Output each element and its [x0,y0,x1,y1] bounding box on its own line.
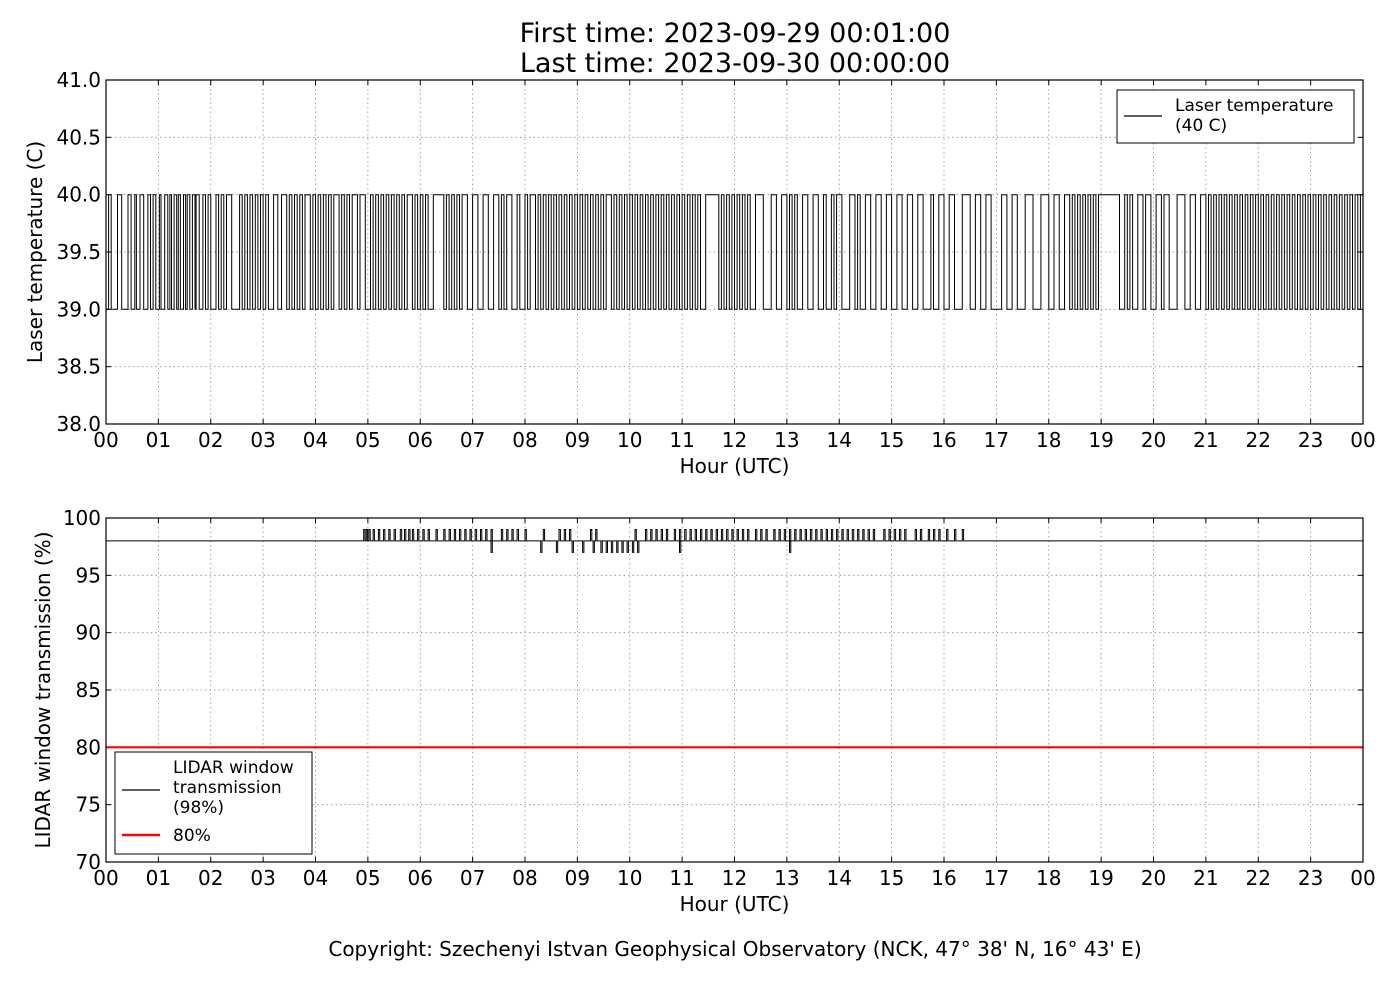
x-tick-label: 23 [1298,866,1323,890]
x-tick-label: 03 [250,428,275,452]
y-tick-label: 38.0 [56,412,101,436]
legend-laser: Laser temperature(40 C) [1116,89,1355,144]
y-tick-label: 39.0 [56,297,101,321]
x-tick-label: 04 [303,428,328,452]
y-axis-label: Laser temperature (C) [23,141,47,363]
y-tick-label: 38.5 [56,355,101,379]
x-tick-label: 05 [355,428,380,452]
y-tick-label: 90 [76,621,101,645]
y-axis-label: LIDAR window transmission (%) [31,532,55,849]
x-axis-label: Hour (UTC) [680,454,790,478]
x-tick-label: 13 [774,428,799,452]
lidar-transmission-line [106,529,1363,553]
x-tick-label: 20 [1141,428,1166,452]
x-tick-label: 10 [617,428,642,452]
x-tick-label: 06 [408,866,433,890]
x-tick-label: 09 [565,428,590,452]
lidar-transmission-panel: 00 01 02 03 04 05 06 07 08 09 10 11 12 13 14 15 16 17 18 19… [31,506,1376,916]
legend-box [114,751,313,855]
y-tick-label: 39.5 [56,240,101,264]
x-tick-label: 11 [669,428,694,452]
x-tick-label: 09 [565,866,590,890]
x-tick-label: 17 [984,428,1009,452]
y-tick-label: 85 [76,678,101,702]
x-tick-label: 00 [1350,866,1375,890]
x-tick-label: 18 [1036,866,1061,890]
x-tick-label: 14 [827,866,852,890]
laser-temperature-line [106,194,1363,310]
x-tick-label: 11 [669,866,694,890]
x-tick-label: 22 [1246,866,1271,890]
x-tick-label: 19 [1088,866,1113,890]
x-tick-label: 13 [774,866,799,890]
x-tick-label: 00 [93,428,118,452]
copyright-footer: Copyright: Szechenyi Istvan Geophysical … [328,937,1142,961]
y-tick-label: 75 [76,793,101,817]
laser-temperature-panel: 00 01 02 03 04 05 06 07 08 09 10 11 12 13 14 15 16 17 18 19… [23,68,1376,478]
x-tick-label: 07 [460,428,485,452]
y-tick-label: 40.0 [56,183,101,207]
x-tick-label: 00 [93,866,118,890]
x-tick-label: 04 [303,866,328,890]
x-tick-label: 16 [931,428,956,452]
plot-frame [105,79,1364,425]
x-tick-label: 22 [1246,428,1271,452]
x-tick-label: 06 [408,428,433,452]
x-tick-label: 14 [827,428,852,452]
legend-label: transmission [173,778,282,798]
x-tick-label: 21 [1193,428,1218,452]
x-tick-label: 01 [146,428,171,452]
x-tick-label: 08 [512,866,537,890]
x-tick-label: 15 [879,428,904,452]
legend-label: Laser temperature [1175,96,1333,116]
y-tick-label: 70 [76,850,101,874]
y-tick-label: 40.5 [56,125,101,149]
x-tick-label: 18 [1036,428,1061,452]
plot-frame [105,517,1364,863]
x-tick-label: 12 [722,428,747,452]
legend-label: (40 C) [1175,116,1227,136]
x-tick-label: 23 [1298,428,1323,452]
x-tick-label: 00 [1350,428,1375,452]
y-tick-label: 100 [63,506,101,530]
chart-title-last-time: Last time: 2023-09-30 00:00:00 [519,48,951,79]
y-tick-label: 95 [76,563,101,587]
y-tick-label: 41.0 [56,68,101,92]
x-tick-label: 17 [984,866,1009,890]
x-tick-label: 20 [1141,866,1166,890]
chart-title-first-time: First time: 2023-09-29 00:01:00 [519,18,951,49]
x-tick-label: 02 [198,866,223,890]
x-tick-label: 02 [198,428,223,452]
x-tick-label: 15 [879,866,904,890]
x-tick-label: 05 [355,866,380,890]
x-axis-label: Hour (UTC) [680,892,790,916]
legend-label: (98%) [173,798,224,818]
legend-label: 80% [173,826,211,846]
x-tick-label: 10 [617,866,642,890]
x-tick-label: 07 [460,866,485,890]
x-tick-label: 12 [722,866,747,890]
x-tick-label: 19 [1088,428,1113,452]
x-tick-label: 16 [931,866,956,890]
x-tick-label: 08 [512,428,537,452]
y-tick-label: 80 [76,735,101,759]
legend-label: LIDAR window [173,758,294,778]
x-tick-label: 01 [146,866,171,890]
x-tick-label: 03 [250,866,275,890]
x-tick-label: 21 [1193,866,1218,890]
